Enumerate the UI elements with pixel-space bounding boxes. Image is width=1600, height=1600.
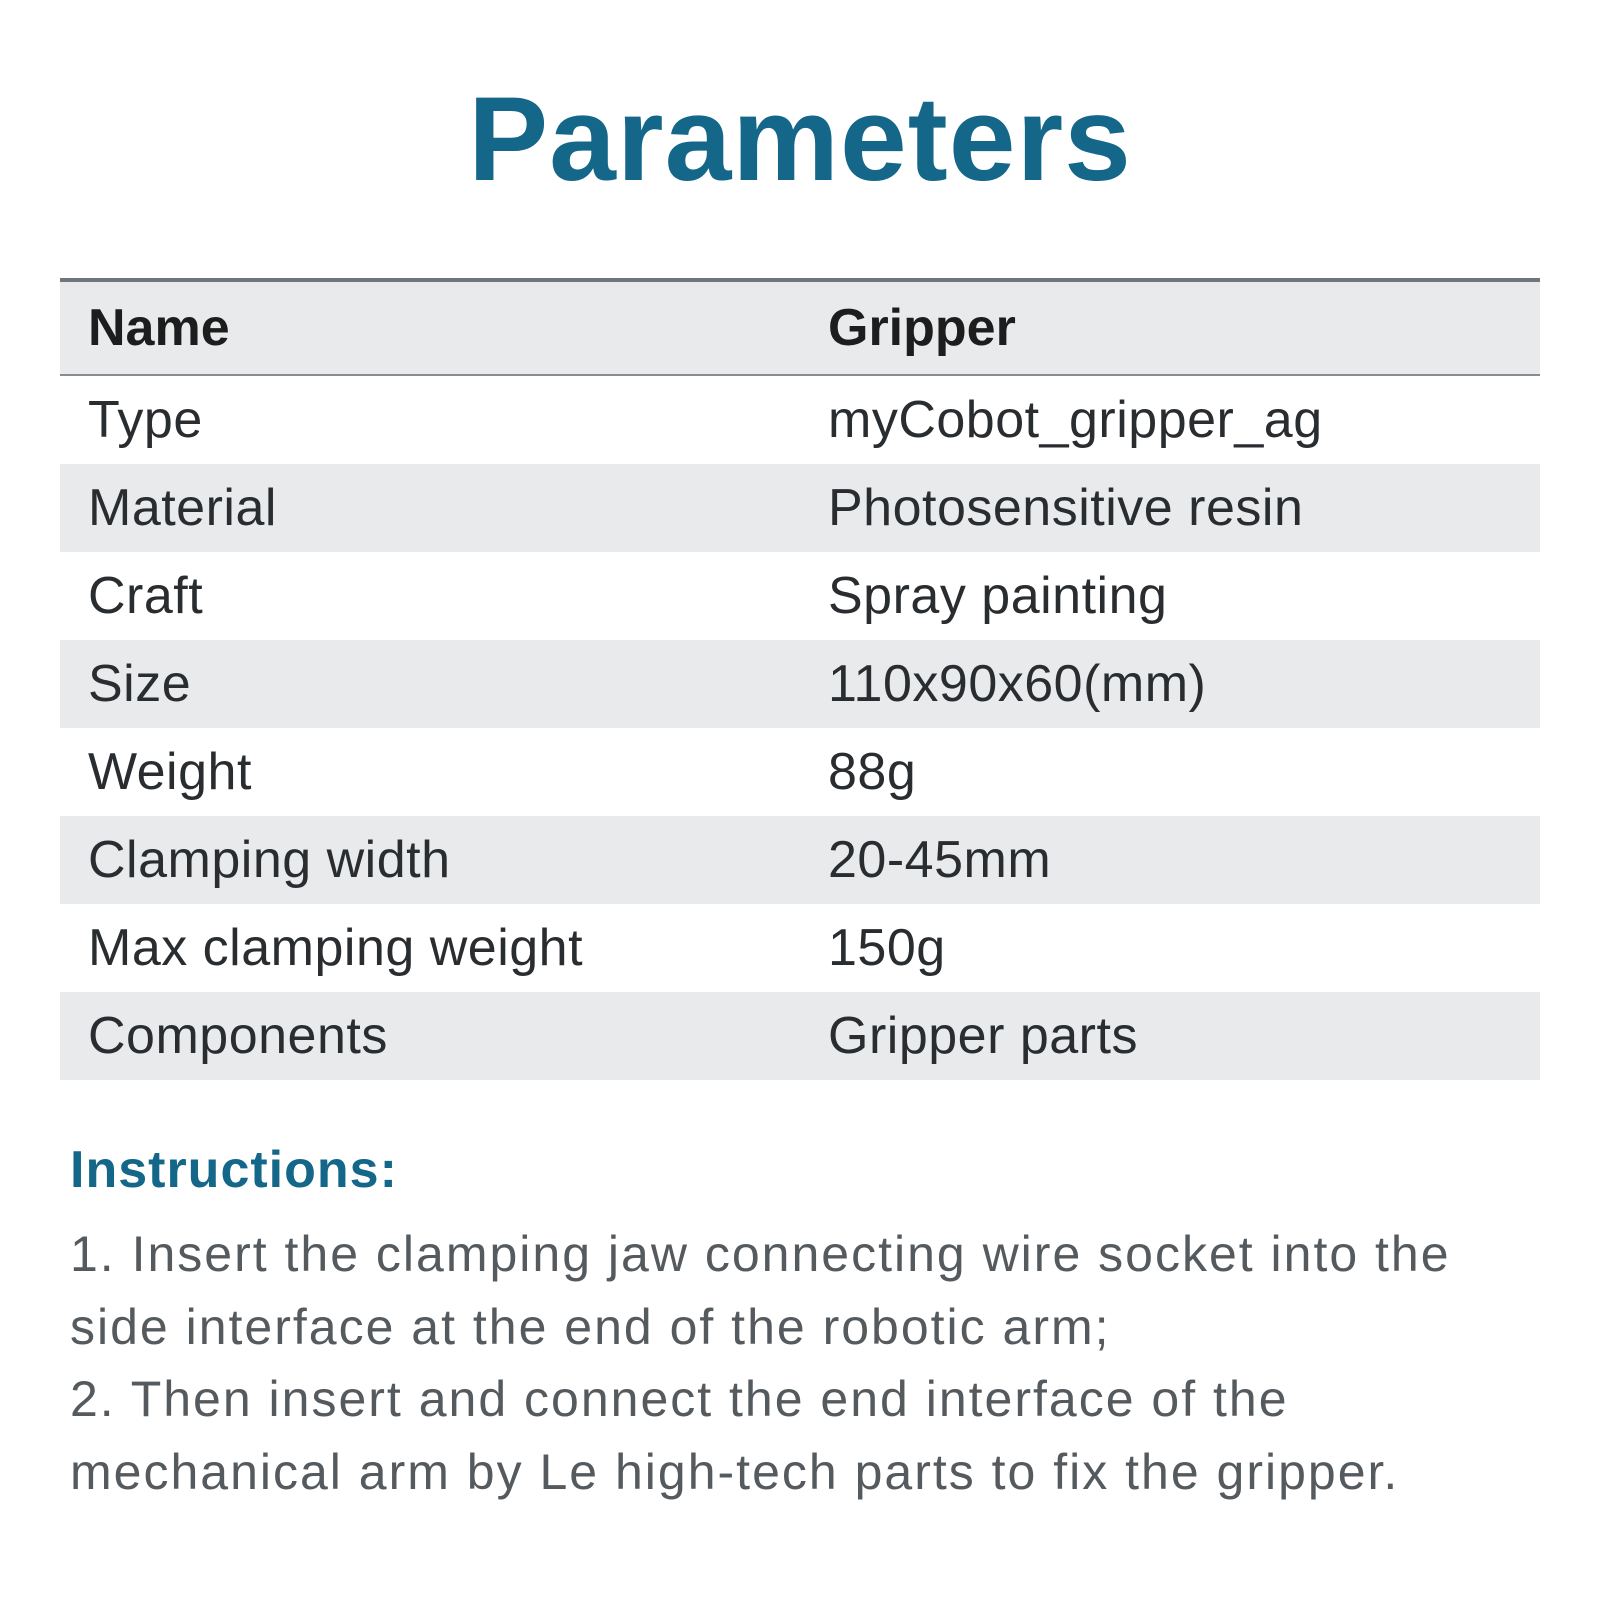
param-value: 110x90x60(mm) [800, 640, 1540, 728]
table-row: Craft Spray painting [60, 552, 1540, 640]
instructions-section: Instructions: 1. Insert the clamping jaw… [60, 1140, 1540, 1508]
table-row: Clamping width 20-45mm [60, 816, 1540, 904]
instructions-line: 1. Insert the clamping jaw connecting wi… [70, 1218, 1530, 1363]
param-label: Material [60, 464, 800, 552]
table-header-value: Gripper [800, 280, 1540, 375]
param-value: 20-45mm [800, 816, 1540, 904]
table-header-row: Name Gripper [60, 280, 1540, 375]
param-label: Clamping width [60, 816, 800, 904]
param-label: Type [60, 375, 800, 464]
table-row: Material Photosensitive resin [60, 464, 1540, 552]
param-value: Spray painting [800, 552, 1540, 640]
table-header-name: Name [60, 280, 800, 375]
table-row: Max clamping weight 150g [60, 904, 1540, 992]
param-value: Gripper parts [800, 992, 1540, 1080]
param-label: Max clamping weight [60, 904, 800, 992]
param-value: 88g [800, 728, 1540, 816]
page-title: Parameters [60, 70, 1540, 208]
param-value: myCobot_gripper_ag [800, 375, 1540, 464]
param-label: Weight [60, 728, 800, 816]
page-root: Parameters Name Gripper Type myCobot_gri… [0, 0, 1600, 1600]
param-label: Components [60, 992, 800, 1080]
table-row: Size 110x90x60(mm) [60, 640, 1540, 728]
param-label: Craft [60, 552, 800, 640]
param-value: 150g [800, 904, 1540, 992]
parameters-table: Name Gripper Type myCobot_gripper_ag Mat… [60, 278, 1540, 1080]
instructions-heading: Instructions: [70, 1140, 1530, 1200]
param-label: Size [60, 640, 800, 728]
table-row: Weight 88g [60, 728, 1540, 816]
instructions-line: 2. Then insert and connect the end inter… [70, 1363, 1530, 1508]
param-value: Photosensitive resin [800, 464, 1540, 552]
table-row: Components Gripper parts [60, 992, 1540, 1080]
table-row: Type myCobot_gripper_ag [60, 375, 1540, 464]
